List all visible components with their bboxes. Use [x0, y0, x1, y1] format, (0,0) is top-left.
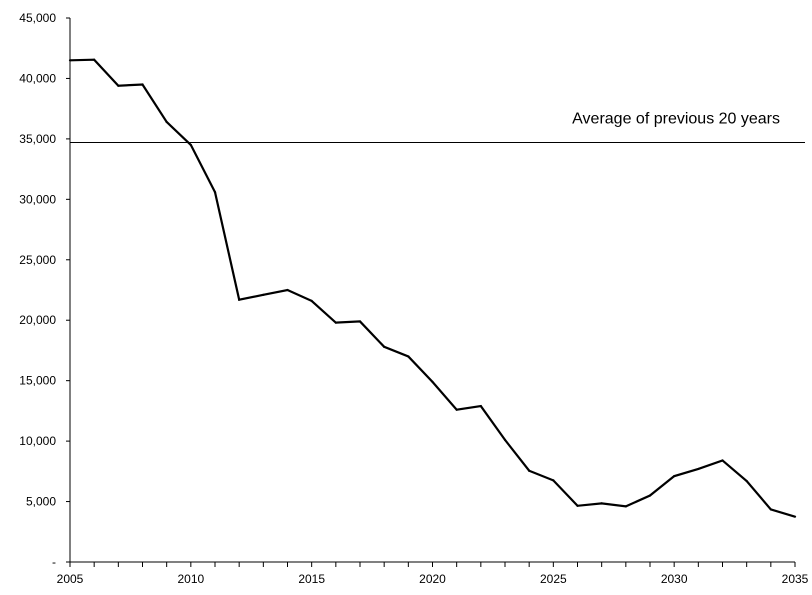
x-tick-label: 2035: [782, 572, 809, 586]
data-point: [552, 479, 555, 482]
data-point: [358, 320, 362, 323]
data-point: [262, 293, 265, 296]
data-point: [165, 120, 168, 124]
data-point: [697, 467, 700, 471]
data-point: [117, 84, 120, 87]
x-tick-label: 2025: [540, 572, 567, 586]
data-point: [68, 59, 72, 62]
data-point: [600, 502, 603, 505]
data-point: [93, 58, 96, 61]
data-point: [189, 143, 192, 147]
data-point: [238, 298, 241, 301]
data-point: [503, 438, 507, 442]
data-point: [624, 505, 627, 508]
data-point: [648, 494, 652, 497]
x-tick-label: 2010: [177, 572, 204, 586]
y-tick-label: 25,000: [19, 253, 56, 267]
data-point: [528, 469, 531, 472]
data-point: [455, 408, 458, 411]
data-point: [407, 355, 410, 358]
data-point: [431, 380, 434, 383]
plot-area: - 5,000 10,000 15,000 20,000 25,000 30,000 35,0…: [19, 11, 808, 586]
data-point: [334, 321, 337, 324]
data-point: [213, 190, 217, 194]
y-tick-label: 20,000: [19, 313, 56, 327]
x-tick-label: 2005: [57, 572, 84, 586]
data-point: [479, 404, 482, 408]
data-point: [745, 479, 748, 483]
y-tick-label: -: [52, 555, 56, 569]
data-point: [793, 515, 797, 518]
y-tick-label: 5,000: [26, 495, 56, 509]
y-tick-label: 30,000: [19, 192, 56, 206]
reference-line-label: Average of previous 20 years: [572, 111, 780, 128]
data-point: [721, 459, 724, 462]
data-point: [310, 299, 313, 302]
data-point: [673, 475, 676, 478]
data-point: [576, 504, 579, 507]
y-tick-label: 45,000: [19, 11, 56, 25]
data-point: [769, 508, 772, 511]
y-tick-label: 10,000: [19, 434, 56, 448]
data-point: [141, 83, 144, 86]
y-tick-label: 35,000: [19, 132, 56, 146]
x-tick-label: 2030: [661, 572, 688, 586]
data-point: [286, 288, 289, 292]
x-tick-label: 2015: [298, 572, 325, 586]
x-tick-label: 2020: [419, 572, 446, 586]
series-line-0: [69, 58, 796, 518]
data-point: [383, 345, 386, 348]
y-tick-label: 40,000: [19, 71, 56, 85]
y-tick-label: 15,000: [19, 374, 56, 388]
